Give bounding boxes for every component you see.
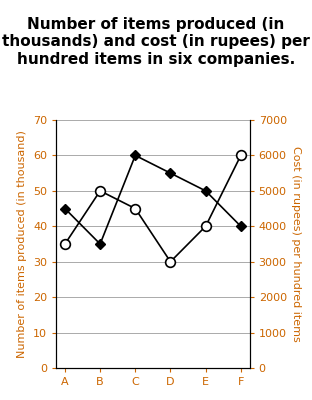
Text: Number of items produced (in
thousands) and cost (in rupees) per
hundred items i: Number of items produced (in thousands) … <box>2 17 310 67</box>
Y-axis label: Number of items produced (in thousand): Number of items produced (in thousand) <box>17 130 27 358</box>
Y-axis label: Cost (in rupees) per hundred items: Cost (in rupees) per hundred items <box>291 146 301 342</box>
